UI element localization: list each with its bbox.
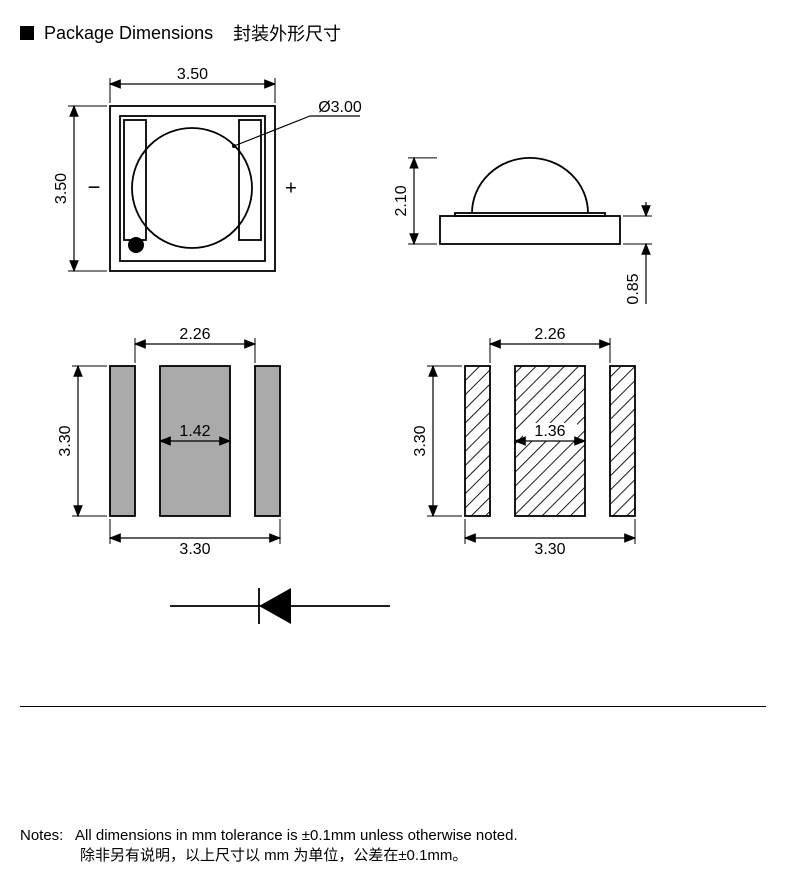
svg-text:3.30: 3.30 <box>534 541 565 558</box>
svg-text:3.50: 3.50 <box>177 66 208 83</box>
notes-chinese: 除非另有说明，以上尺寸以 mm 为单位，公差在±0.1mm。 <box>80 844 766 865</box>
notes-block: Notes: All dimensions in mm tolerance is… <box>20 827 766 865</box>
svg-text:3.30: 3.30 <box>179 541 210 558</box>
svg-text:3.50: 3.50 <box>53 173 70 204</box>
notes-label: Notes: <box>20 827 63 844</box>
title-english: Package Dimensions <box>44 23 213 44</box>
section-title: Package Dimensions 封装外形尺寸 <box>20 20 766 46</box>
svg-text:2.10: 2.10 <box>393 185 410 216</box>
divider <box>20 706 766 707</box>
svg-text:1.36: 1.36 <box>534 423 565 440</box>
svg-text:3.30: 3.30 <box>57 425 74 456</box>
svg-text:+: + <box>285 178 297 200</box>
title-chinese: 封装外形尺寸 <box>233 20 341 46</box>
svg-text:1.42: 1.42 <box>179 423 210 440</box>
package-drawing-svg: −+−3.503.50Ø3.002.100.852.261.423.303.30… <box>20 66 766 686</box>
svg-text:2.26: 2.26 <box>534 326 565 343</box>
svg-text:2.26: 2.26 <box>179 326 210 343</box>
svg-text:−: − <box>88 175 101 200</box>
svg-text:3.30: 3.30 <box>412 425 429 456</box>
drawing-area: −+−3.503.50Ø3.002.100.852.261.423.303.30… <box>20 66 766 666</box>
svg-text:0.85: 0.85 <box>625 273 642 304</box>
title-bullet <box>20 26 34 40</box>
notes-english: All dimensions in mm tolerance is ±0.1mm… <box>75 827 518 844</box>
svg-text:Ø3.00: Ø3.00 <box>318 99 362 116</box>
